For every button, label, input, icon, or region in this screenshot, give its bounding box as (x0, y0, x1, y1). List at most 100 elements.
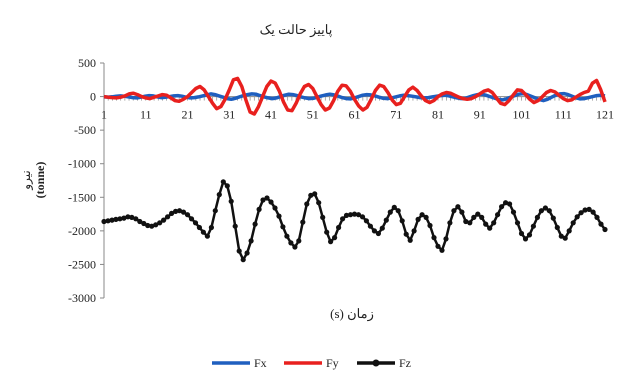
series-point-fz (256, 206, 262, 212)
y-tick-label: -3000 (68, 291, 96, 305)
series-point-fz (443, 236, 449, 242)
series-point-fz (280, 224, 286, 230)
series-point-fz (312, 191, 318, 197)
legend-label-fx: Fx (254, 356, 267, 370)
series-point-fz (220, 179, 226, 185)
series-point-fz (129, 214, 135, 220)
series-point-fz (499, 204, 505, 210)
series-point-fz (180, 209, 187, 215)
y-axis-label-text: نیرو (19, 170, 33, 190)
series-point-fz (145, 222, 151, 229)
series-point-fz (522, 236, 529, 242)
series-point-fz (526, 232, 533, 238)
x-axis-label: (s) زمان (330, 306, 374, 322)
series-point-fz (538, 208, 545, 214)
series-point-fz (343, 212, 350, 218)
series-point-fz (292, 244, 298, 250)
y-axis-label-unit: (tonne) (33, 162, 47, 199)
series-point-fz (383, 217, 389, 223)
series-point-fz (439, 247, 445, 253)
y-tick-label: 0 (90, 90, 96, 104)
x-tick-label: 51 (307, 108, 319, 122)
series-point-fz (582, 207, 588, 213)
series-point-fz (101, 218, 107, 225)
series-point-fz (105, 218, 111, 224)
series-point-fz (594, 214, 600, 220)
series-point-fz (431, 235, 437, 241)
x-tick-label: 111 (555, 108, 572, 122)
series-point-fz (300, 219, 306, 225)
series-point-fz (284, 233, 290, 239)
series-point-fz (125, 214, 131, 220)
y-axis-label: نیرو (tonne) (19, 162, 47, 199)
series-point-fz (133, 216, 139, 222)
series-point-fz (336, 224, 342, 231)
series-point-fz (161, 217, 167, 223)
series-point-fz (121, 215, 127, 221)
legend: Fx Fy Fz (212, 356, 411, 370)
series-line-fz (103, 180, 607, 261)
series-point-fz (324, 229, 330, 235)
series-point-fz (367, 223, 373, 229)
series-point-fz (507, 201, 513, 207)
series-point-fz (379, 225, 385, 231)
series-point-fz (475, 211, 481, 217)
series-point-fz (296, 238, 302, 244)
series-point-fz (252, 221, 258, 227)
series-point-fz (530, 223, 537, 229)
y-tick-label: -2500 (68, 257, 96, 271)
series-point-fz (423, 214, 429, 220)
series-point-fz (236, 248, 242, 254)
legend-marker-fz (372, 359, 380, 367)
series-point-fz (196, 224, 202, 231)
series-point-fz (153, 222, 159, 228)
series-point-fz (586, 206, 592, 212)
series-point-fz (240, 257, 246, 263)
y-tick-label: -1500 (68, 190, 96, 204)
series-point-fz (550, 215, 556, 221)
x-tick-label: 101 (513, 108, 531, 122)
series-point-fz (574, 214, 580, 220)
x-tick-label: 11 (140, 108, 152, 122)
series-point-fz (248, 238, 254, 244)
series-point-fz (332, 235, 338, 241)
series-point-fz (200, 229, 206, 235)
series-point-fz (471, 214, 477, 220)
series-point-fz (487, 225, 493, 231)
series-point-fz (483, 221, 489, 227)
y-tick-label: -500 (74, 123, 96, 137)
series-point-fz (395, 208, 401, 214)
legend-label-fy: Fy (326, 356, 339, 370)
series-point-fz (566, 228, 572, 234)
series-point-fz (149, 223, 155, 229)
series-point-fz (340, 216, 346, 222)
series-point-fz (328, 239, 334, 245)
series-point-fz (264, 195, 270, 201)
series-point-fz (184, 212, 191, 218)
series-line-fy (103, 76, 607, 116)
series-point-fz (288, 240, 294, 246)
series-point-fz (176, 208, 183, 214)
series-point-fz (598, 221, 604, 227)
x-tick-label: 121 (596, 108, 614, 122)
series-point-fz (304, 201, 310, 207)
series-point-fz (455, 204, 461, 210)
series-point-fz (141, 220, 147, 227)
legend-label-fz: Fz (399, 356, 411, 370)
series-point-fz (268, 199, 274, 205)
series-point-fz (232, 223, 238, 229)
chart-title: پاییز حالت یک (260, 22, 333, 38)
series-point-fz (407, 237, 413, 243)
series-point-fz (113, 216, 119, 222)
series-point-fz (411, 228, 417, 234)
series-point-fz (495, 212, 501, 218)
series-point-fz (399, 218, 405, 224)
series-point-fz (491, 220, 497, 226)
series-point-fz (546, 208, 552, 214)
x-tick-label: 41 (265, 108, 277, 122)
series-point-fz (467, 220, 473, 226)
x-tick-label: 1 (101, 108, 107, 122)
series-point-fz (260, 197, 266, 203)
series-point-fz (459, 209, 465, 215)
